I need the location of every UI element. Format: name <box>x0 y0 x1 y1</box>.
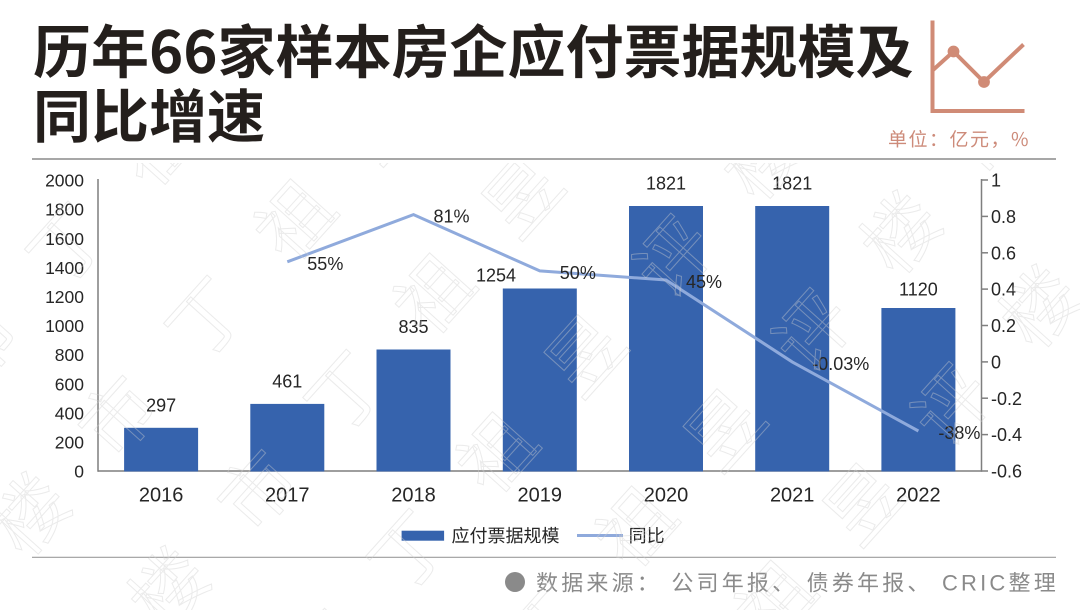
svg-text:0.4: 0.4 <box>991 280 1016 300</box>
svg-text:2019: 2019 <box>518 485 563 507</box>
svg-text:-0.4: -0.4 <box>991 425 1022 445</box>
svg-text:-0.2: -0.2 <box>991 389 1022 409</box>
svg-text:1000: 1000 <box>45 316 84 336</box>
svg-text:1400: 1400 <box>45 258 84 278</box>
svg-text:1600: 1600 <box>45 229 84 249</box>
svg-text:1254: 1254 <box>476 266 516 286</box>
svg-text:45%: 45% <box>686 272 722 292</box>
svg-text:1120: 1120 <box>899 280 938 300</box>
svg-text:0: 0 <box>991 353 1001 373</box>
svg-text:2022: 2022 <box>896 485 941 507</box>
svg-text:50%: 50% <box>560 263 596 283</box>
svg-text:297: 297 <box>146 395 176 415</box>
svg-text:1: 1 <box>991 171 1001 191</box>
svg-text:2017: 2017 <box>265 485 310 507</box>
svg-text:0.6: 0.6 <box>991 243 1016 263</box>
svg-text:2016: 2016 <box>139 485 184 507</box>
svg-text:400: 400 <box>55 403 84 423</box>
svg-text:应付票据规模: 应付票据规模 <box>452 522 560 548</box>
svg-text:600: 600 <box>55 374 84 394</box>
svg-text:0: 0 <box>74 462 84 482</box>
svg-text:0.8: 0.8 <box>991 207 1016 227</box>
svg-text:200: 200 <box>55 433 84 453</box>
svg-text:-0.6: -0.6 <box>991 462 1022 482</box>
svg-text:1821: 1821 <box>646 174 686 194</box>
svg-text:0.2: 0.2 <box>991 316 1016 336</box>
svg-text:单位：亿元，%: 单位：亿元，% <box>888 125 1030 152</box>
svg-text:1821: 1821 <box>772 174 812 194</box>
svg-text:-0.03%: -0.03% <box>812 354 869 374</box>
svg-text:55%: 55% <box>307 254 343 274</box>
svg-text:1800: 1800 <box>45 200 84 220</box>
svg-text:-38%: -38% <box>938 423 980 443</box>
svg-text:数据来源： 公司年报、 债券年报、 CRIC整理: 数据来源： 公司年报、 债券年报、 CRIC整理 <box>536 566 1059 598</box>
svg-text:800: 800 <box>55 345 84 365</box>
svg-text:81%: 81% <box>434 207 470 227</box>
svg-text:1200: 1200 <box>45 287 84 307</box>
svg-text:2018: 2018 <box>391 485 436 507</box>
svg-text:2000: 2000 <box>45 171 84 191</box>
svg-text:2020: 2020 <box>644 485 689 507</box>
svg-text:同比增速: 同比增速 <box>33 71 265 155</box>
svg-text:835: 835 <box>398 317 428 337</box>
svg-text:同比: 同比 <box>629 522 665 548</box>
svg-text:历年66家样本房企应付票据规模及: 历年66家样本房企应付票据规模及 <box>33 6 913 90</box>
svg-text:461: 461 <box>272 371 302 391</box>
svg-text:2021: 2021 <box>770 485 815 507</box>
